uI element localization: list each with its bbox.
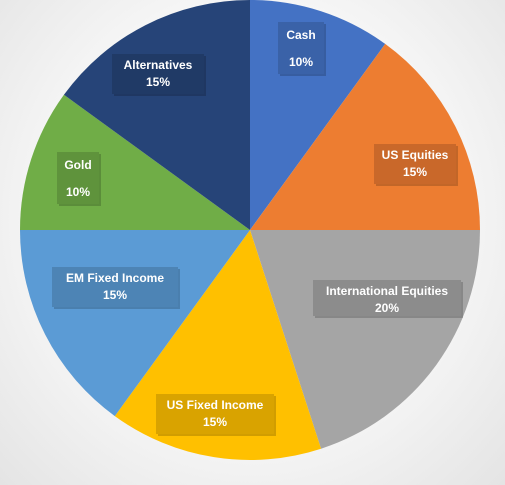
data-label-gold: Gold 10%: [57, 152, 101, 206]
data-label-us-equities: US Equities 15%: [374, 144, 458, 186]
data-label-international-equities: International Equities 20%: [313, 280, 463, 318]
data-label-category: Cash: [286, 28, 315, 42]
data-label-em-fixed-income: EM Fixed Income 15%: [52, 267, 180, 309]
data-label-value: 15%: [203, 415, 227, 429]
data-label-value: 10%: [289, 55, 313, 69]
data-label-value: 15%: [403, 165, 427, 179]
data-label-category: EM Fixed Income: [66, 271, 164, 285]
pie-slices: [20, 0, 480, 460]
data-label-alternatives: Alternatives 15%: [112, 54, 206, 96]
data-label-category: International Equities: [326, 284, 448, 298]
pie-labels: Cash 10% US Equities 15% International Equit…: [52, 22, 463, 436]
data-label-box: [112, 54, 204, 94]
data-label-category: Alternatives: [124, 58, 193, 72]
data-label-category: Gold: [64, 158, 91, 172]
data-label-cash: Cash 10%: [278, 22, 326, 76]
data-label-value: 15%: [146, 75, 170, 89]
data-label-category: US Equities: [382, 148, 449, 162]
data-label-box: [374, 144, 456, 184]
data-label-box: [57, 152, 99, 204]
data-label-box: [278, 22, 324, 74]
data-label-box: [156, 394, 274, 434]
data-label-box: [313, 280, 461, 316]
data-label-us-fixed-income: US Fixed Income 15%: [156, 394, 276, 436]
data-label-category: US Fixed Income: [167, 398, 264, 412]
data-label-value: 15%: [103, 288, 127, 302]
data-label-value: 20%: [375, 301, 399, 315]
data-label-value: 10%: [66, 185, 90, 199]
data-label-box: [52, 267, 178, 307]
